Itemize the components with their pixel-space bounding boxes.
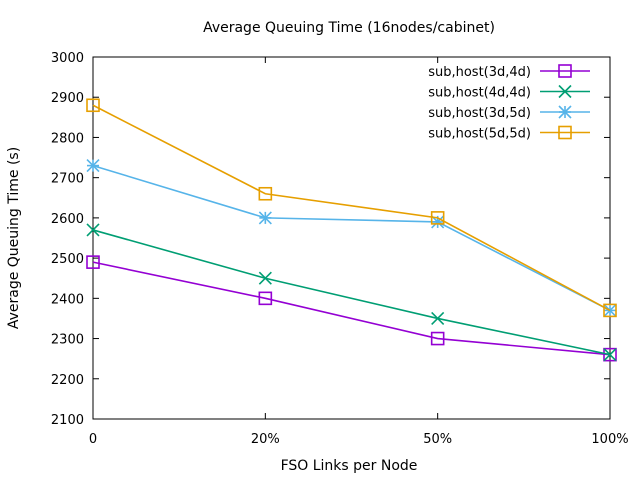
y-axis: 2100 2200 2300 2400 2500 2600 2700 2800 2900 3000 [51,51,610,428]
y-tick-label: 2400 [51,292,84,307]
data-point [431,311,445,326]
x-tick-label: 20% [251,432,280,447]
data-point [86,98,100,113]
series-2 [86,223,617,362]
series-line [92,104,611,312]
data-point [86,159,100,173]
legend-item: sub,host(4d,4d) [428,84,590,101]
series-3 [86,159,617,317]
y-tick-label: 2600 [51,212,84,227]
legend-item: sub,host(5d,5d) [428,125,590,142]
data-point [258,186,273,201]
data-point [603,347,617,362]
y-tick-label: 2900 [51,91,84,106]
legend-label: sub,host(4d,4d) [428,86,531,101]
y-tick-label: 3000 [51,51,84,66]
series-line [92,164,611,312]
plot-frame [92,56,611,420]
chart-title: Average Queuing Time (16nodes/cabinet) [203,20,495,36]
x-tick-label: 0 [89,432,97,447]
legend-swatch-marker [558,125,572,140]
legend-item: sub,host(3d,5d) [428,105,590,121]
x-tick-label: 100% [591,432,628,447]
legend-label: sub,host(5d,5d) [428,127,531,142]
legend-swatch-marker [558,84,572,99]
data-point [430,331,445,346]
x-tick-label: 50% [423,432,452,447]
y-tick-label: 2100 [51,413,84,428]
legend-label: sub,host(3d,4d) [428,65,531,80]
data-point [86,223,100,237]
y-tick-label: 2700 [51,172,84,187]
y-tick-label: 2200 [51,373,84,388]
legend-swatch-marker [558,105,572,119]
legend-swatch-marker [558,64,572,78]
data-point [258,211,272,225]
y-tick-label: 2300 [51,333,84,348]
x-axis: 0 20% 50% 100% [89,57,629,447]
series-layer [86,98,617,362]
legend-item: sub,host(3d,4d) [428,64,590,80]
series-1 [86,255,617,362]
series-line [92,261,611,356]
y-tick-label: 2800 [51,131,84,146]
series-4 [86,98,617,318]
legend: sub,host(3d,4d) sub,host(4d,4d) sub,host(3… [428,64,590,142]
legend-label: sub,host(3d,5d) [428,106,531,121]
series-line [92,229,611,356]
data-point [258,271,272,285]
data-point [258,291,273,306]
data-point [603,348,617,362]
y-axis-label: Average Queuing Time (s) [6,147,22,329]
data-point [603,303,617,318]
data-point [86,255,100,269]
data-point [430,211,445,225]
x-axis-label: FSO Links per Node [281,458,418,474]
y-tick-label: 2500 [51,252,84,267]
